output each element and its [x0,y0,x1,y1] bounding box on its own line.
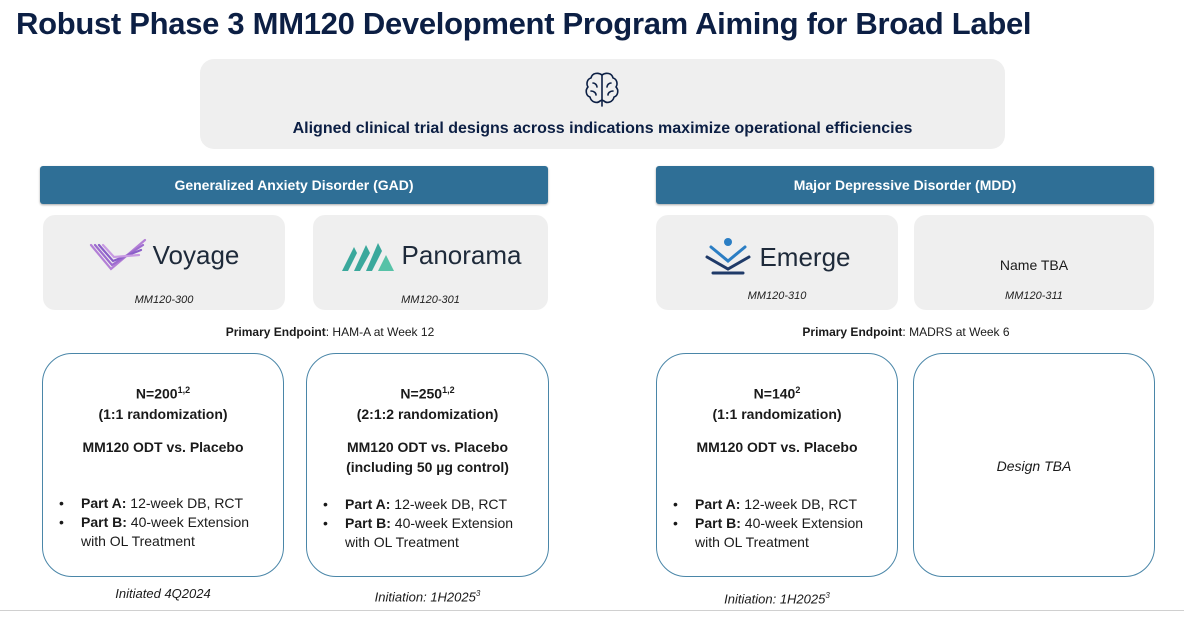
study-code: MM120-300 [134,294,194,306]
study-parts: Part A: 12-week DB, RCT Part B: 40-week … [59,494,274,551]
study-code: MM120-311 [1005,290,1063,302]
endpoint-label: Primary Endpoint [802,325,903,339]
study-parts: Part A: 12-week DB, RCT Part B: 40-week … [673,495,888,552]
study-parts: Part A: 12-week DB, RCT Part B: 40-week … [323,495,538,552]
comparison-note: (including 50 µg control) [346,459,509,475]
trial-design-card-tba: Design TBA [913,353,1155,577]
study-code: MM120-301 [401,294,460,306]
part-b: Part B: 40-week Extension with OL Treatm… [59,513,274,551]
panorama-logo-text: Panorama [401,239,522,270]
sample-size: N=2501,2 [400,385,455,402]
endpoint-text: : HAM-A at Week 12 [325,325,435,339]
gad-primary-endpoint: Primary Endpoint: HAM-A at Week 12 [40,325,620,339]
part-b: Part B: 40-week Extension with OL Treatm… [323,514,538,552]
trial-design-card-voyage: N=2001,2 (1:1 randomization) MM120 ODT v… [42,353,284,577]
study-card-panorama: Panorama MM120-301 [313,215,548,310]
summary-banner: Aligned clinical trial designs across in… [200,59,1005,149]
comparison: MM120 ODT vs. Placebo [696,439,858,455]
study-card-emerge: Emerge MM120-310 [656,215,898,310]
study-code: MM120-310 [747,290,807,302]
voyage-logo-text: Voyage [152,239,240,270]
voyage-logo-icon [89,238,146,271]
part-a: Part A: 12-week DB, RCT [59,494,274,513]
mdd-primary-endpoint: Primary Endpoint: MADRS at Week 6 [656,325,1156,339]
comparison: MM120 ODT vs. Placebo [346,439,509,455]
bottom-divider [0,610,1184,611]
banner-text: Aligned clinical trial designs across in… [292,120,913,137]
study-card-name-tba: Name TBA MM120-311 [914,215,1154,310]
initiation-panorama: Initiation: 1H20253 [374,589,481,605]
endpoint-label: Primary Endpoint [225,325,326,339]
design-tba: Design TBA [996,458,1072,474]
sample-size: N=1402 [753,385,801,402]
sample-size: N=2001,2 [135,385,191,402]
trial-design-card-emerge: N=1402 (1:1 randomization) MM120 ODT vs.… [656,353,898,577]
endpoint-text: : MADRS at Week 6 [902,325,1010,339]
initiation-voyage: Initiated 4Q2024 [115,586,211,601]
study-name-tba: Name TBA [999,257,1069,273]
panorama-logo-icon [341,243,394,271]
mdd-section-header: Major Depressive Disorder (MDD) [656,166,1154,204]
emerge-logo-text: Emerge [759,241,851,272]
page-title: Robust Phase 3 MM120 Development Program… [16,6,1032,41]
comparison: MM120 ODT vs. Placebo [82,439,244,455]
randomization: (1:1 randomization) [98,405,228,422]
part-b: Part B: 40-week Extension with OL Treatm… [673,514,888,552]
part-a: Part A: 12-week DB, RCT [323,495,538,514]
part-a: Part A: 12-week DB, RCT [673,495,888,514]
initiation-emerge: Initiation: 1H20253 [724,591,830,607]
randomization: (2:1:2 randomization) [356,405,499,422]
brain-icon [585,72,619,107]
gad-section-header: Generalized Anxiety Disorder (GAD) [40,166,548,204]
trial-design-card-panorama: N=2501,2 (2:1:2 randomization) MM120 ODT… [306,353,549,577]
emerge-logo-icon [705,238,751,275]
study-card-voyage: Voyage MM120-300 [43,215,285,310]
randomization: (1:1 randomization) [712,405,842,422]
